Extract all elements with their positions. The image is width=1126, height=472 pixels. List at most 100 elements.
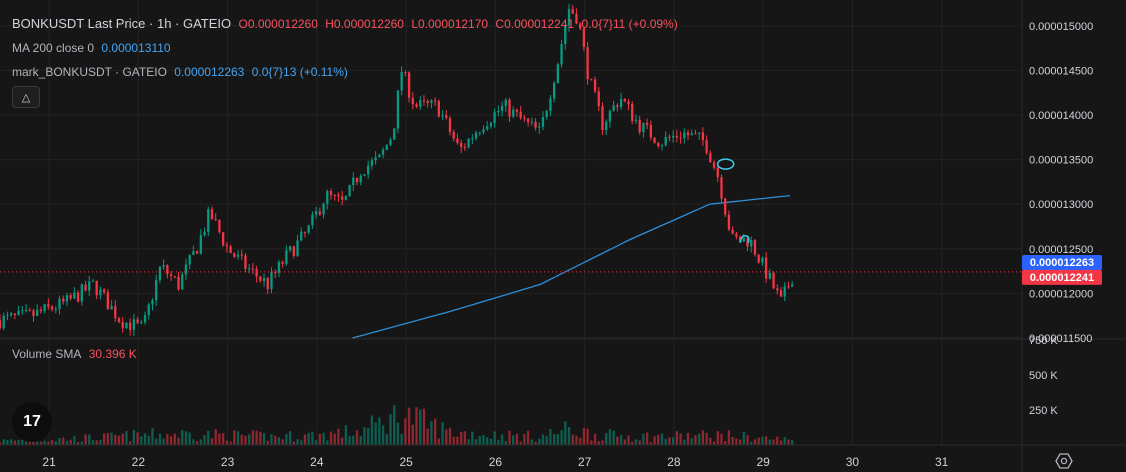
candle-body	[210, 209, 214, 220]
volume-label[interactable]: Volume SMA	[12, 347, 82, 361]
symbol-title[interactable]: BONKUSDT Last Price · 1h · GATEIO	[12, 16, 232, 31]
volume-bar	[400, 433, 403, 445]
volume-bar	[303, 434, 307, 445]
candle-body	[716, 167, 719, 178]
volume-bar	[367, 427, 370, 445]
candles	[0, 3, 794, 337]
volume-tick-label: 500 K	[1029, 370, 1058, 382]
volume-bar	[564, 421, 567, 445]
volume-bar	[738, 439, 742, 445]
volume-bar	[519, 441, 522, 445]
volume-tick-label: 250 K	[1029, 405, 1058, 417]
volume-bar	[266, 440, 269, 445]
ma-label[interactable]: MA 200 close 0	[12, 41, 95, 55]
price-tick-label: 0.000015000	[1029, 21, 1093, 33]
volume-bar	[36, 441, 39, 445]
candle-body	[218, 220, 221, 233]
volume-bar	[318, 433, 321, 445]
candle-body	[21, 310, 24, 312]
time-axis[interactable]: 21 22 23 24 25 26 27 28 29 30 31	[42, 455, 948, 469]
volume-bar	[47, 441, 50, 445]
candle-body	[515, 109, 519, 112]
volume-axis[interactable]: 250 K 500 K 750 K	[1029, 335, 1058, 417]
volume-bar	[452, 436, 455, 445]
candle-body	[768, 272, 772, 279]
candle-body	[623, 98, 626, 102]
volume-bar	[274, 435, 277, 445]
candle-body	[337, 194, 340, 197]
mark-price-legend[interactable]: mark_BONKUSDT · GATEIO 0.000012263 0.0{7…	[12, 65, 352, 79]
candle-body	[538, 126, 541, 128]
volume-bar	[634, 439, 638, 445]
volume-bar	[169, 436, 173, 445]
volume-bar	[396, 422, 400, 445]
volume-bar	[690, 438, 693, 445]
volume-bar	[530, 439, 533, 445]
candle-body	[526, 118, 530, 123]
candle-body	[441, 115, 444, 117]
mark-label[interactable]: mark_BONKUSDT · GATEIO	[12, 65, 167, 79]
main-series-legend[interactable]: BONKUSDT Last Price · 1h · GATEIO O0.000…	[12, 16, 682, 31]
volume-bar	[288, 431, 292, 445]
candle-body	[13, 313, 17, 315]
candle-body	[329, 191, 333, 195]
price-axis[interactable]: 0.0000115000.0000120000.0000125000.00001…	[1029, 21, 1093, 345]
volume-bar	[378, 417, 381, 445]
candle-body	[753, 239, 757, 255]
candle-body	[285, 250, 288, 264]
candle-body	[590, 79, 593, 81]
volume-bar	[590, 440, 593, 445]
candle-body	[117, 318, 121, 322]
candle-body	[463, 147, 467, 149]
gear-icon[interactable]	[1055, 453, 1073, 469]
volume-bar	[753, 439, 757, 445]
candle-body	[393, 128, 396, 140]
volume-bar	[151, 428, 154, 445]
volume-bar	[188, 432, 191, 445]
candle-body	[76, 292, 80, 302]
volume-bar	[545, 435, 548, 445]
candle-body	[679, 137, 682, 139]
volume-bar	[456, 436, 459, 445]
volume-bar	[195, 441, 199, 445]
volume-bar	[523, 433, 526, 445]
chevron-up-icon[interactable]: △	[12, 86, 40, 108]
time-tick-label: 29	[756, 455, 770, 469]
volume-bar	[381, 425, 385, 445]
volume-bar	[39, 441, 43, 445]
volume-bar	[158, 433, 162, 445]
volume-bar	[515, 433, 519, 445]
price-tick-label: 0.000011500	[1029, 333, 1092, 345]
volume-tick-label: 750 K	[1029, 335, 1058, 347]
volume-bar	[370, 415, 374, 445]
candle-body	[631, 104, 634, 121]
volume-bar	[482, 435, 485, 445]
candle-body	[701, 132, 705, 141]
candle-body	[367, 165, 370, 175]
candle-body	[251, 268, 255, 270]
volume-legend[interactable]: Volume SMA 30.396 K	[12, 347, 141, 361]
volume-bar	[422, 408, 426, 445]
candle-body	[136, 319, 139, 323]
ma-legend[interactable]: MA 200 close 0 0.000013110	[12, 41, 175, 55]
candle-body	[326, 191, 329, 204]
candle-body	[534, 121, 537, 128]
tradingview-logo-icon[interactable]: 17	[12, 402, 52, 442]
volume-bar	[538, 438, 541, 445]
drawing-annotations[interactable]	[716, 158, 750, 244]
volume-bar	[500, 434, 504, 445]
volume-bar	[355, 430, 359, 445]
volume-bar	[95, 440, 98, 445]
volume-bar	[698, 433, 701, 445]
candle-body	[567, 9, 571, 26]
time-tick-label: 28	[667, 455, 681, 469]
volume-bar	[541, 434, 545, 445]
candle-body	[530, 121, 533, 123]
volume-bar	[441, 422, 444, 445]
volume-bar	[110, 432, 113, 445]
time-tick-label: 23	[221, 455, 235, 469]
candle-body	[166, 265, 169, 275]
volume-bar	[177, 437, 180, 445]
volume-bar	[623, 439, 626, 445]
